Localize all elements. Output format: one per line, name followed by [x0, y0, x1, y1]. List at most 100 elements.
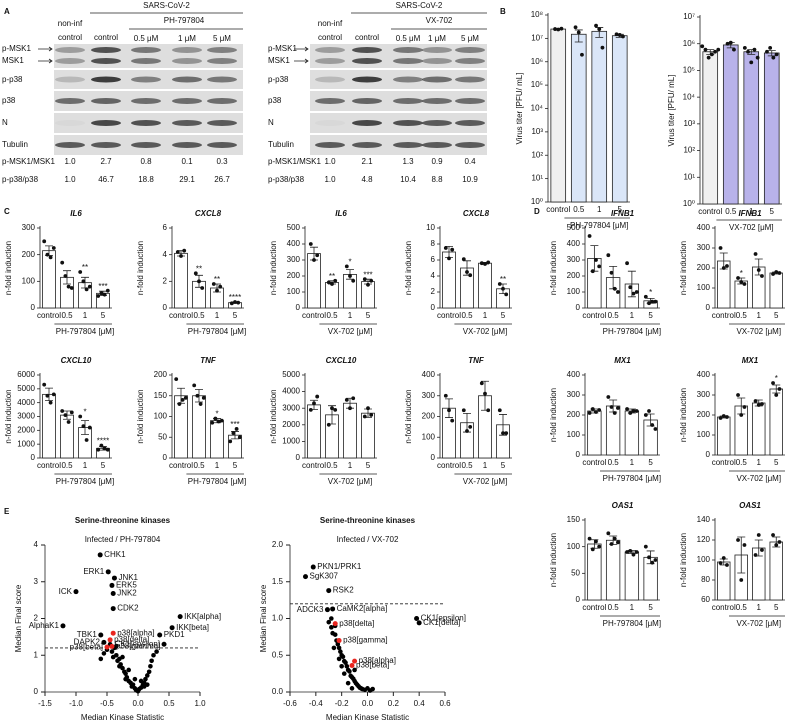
y-tick-label: 400: [697, 223, 711, 232]
data-point: [612, 411, 617, 415]
arrow: [294, 58, 309, 64]
data-point: [180, 398, 185, 402]
labeled-point: [97, 552, 103, 558]
panel-label: A: [4, 7, 10, 16]
bar: [763, 52, 780, 205]
x-axis-label: PH-797804 [μM]: [56, 477, 114, 486]
bar: [752, 402, 766, 456]
data-point: [348, 274, 352, 278]
x-tick-label: control: [169, 311, 193, 320]
panel-label: D: [534, 207, 540, 216]
row-label: p-MSK1: [268, 44, 297, 53]
significance: **: [214, 275, 220, 284]
x-tick-label: 1: [83, 311, 88, 320]
y-tick-label: 10²: [683, 146, 695, 155]
data-point: [340, 654, 346, 660]
control-label: control: [94, 33, 118, 42]
chart-title: Serine-threonine kinases: [320, 516, 416, 525]
x-tick-label: control: [712, 311, 736, 320]
data-point: [151, 652, 156, 658]
quant-value: 2.7: [100, 157, 112, 166]
data-point: [330, 406, 334, 411]
data-point: [126, 667, 131, 673]
x-tick-label: 0.6: [439, 699, 451, 708]
y-tick-label: 0.5: [272, 650, 284, 659]
data-point: [192, 383, 197, 388]
y-tick-label: 6: [431, 255, 436, 264]
data-point: [721, 556, 726, 560]
data-point: [450, 418, 455, 423]
panel-label: C: [4, 207, 10, 216]
data-point: [628, 411, 633, 415]
data-point: [725, 41, 730, 46]
data-point: [756, 533, 761, 537]
chart-title: TNF: [468, 356, 485, 365]
x-tick-label: 5: [770, 207, 775, 216]
dose-label: 1 μM: [428, 34, 446, 43]
labeled-point: [330, 606, 336, 612]
data-point: [479, 381, 484, 386]
y-tick-label: 3000: [282, 403, 300, 412]
blot-band: [315, 142, 345, 148]
data-point: [606, 253, 611, 258]
data-point: [501, 286, 505, 291]
y-tick-label: 200: [154, 370, 168, 379]
data-point: [706, 55, 711, 60]
data-point: [713, 49, 717, 54]
row-label: p38: [2, 96, 16, 105]
data-point: [366, 406, 370, 411]
data-point: [114, 643, 119, 649]
blot-band: [393, 142, 423, 148]
data-point: [87, 425, 92, 430]
y-tick-label: 4: [431, 271, 436, 280]
data-point: [497, 408, 502, 413]
data-point: [339, 663, 344, 669]
blot-band: [55, 58, 85, 64]
y-tick-label: 10⁵: [531, 80, 543, 89]
data-point: [148, 663, 153, 669]
data-point: [45, 252, 50, 257]
chart-title: OAS1: [739, 501, 761, 510]
blot-band: [91, 76, 121, 83]
data-point: [725, 264, 729, 268]
y-tick-label: 0: [431, 453, 436, 462]
bar: [307, 404, 321, 459]
chart-title: TNF: [200, 356, 217, 365]
x-tick-label: control: [37, 461, 61, 470]
dose-label: 5 μM: [213, 34, 231, 43]
data-point: [625, 407, 629, 411]
blot-band: [91, 98, 121, 104]
y-tick-label: 6000: [17, 370, 35, 379]
x-tick-label: 5: [648, 603, 653, 612]
y-tick-label: 10⁴: [531, 104, 544, 113]
blot-band: [422, 98, 452, 104]
bar: [478, 262, 492, 309]
labeled-point: [352, 658, 358, 664]
data-point: [631, 409, 636, 413]
data-point: [616, 406, 620, 410]
data-point: [732, 47, 736, 52]
data-point: [120, 665, 125, 671]
data-point: [643, 294, 648, 299]
x-axis-label: PH-797804 [μM]: [56, 327, 114, 336]
x-tick-label: 5: [648, 311, 653, 320]
x-tick-label: control: [546, 205, 570, 214]
x-tick-label: 5: [774, 603, 779, 612]
y-tick-label: 100: [567, 542, 581, 551]
data-point: [145, 682, 150, 687]
x-tick-label: -1.5: [38, 699, 52, 708]
data-point: [200, 286, 205, 290]
data-point: [594, 539, 598, 544]
labeled-point: [60, 623, 66, 629]
x-tick-label: 5: [101, 311, 106, 320]
y-tick-label: 300: [697, 390, 711, 399]
y-axis-label: n-fold induction: [679, 388, 688, 442]
labeled-point: [111, 575, 117, 581]
y-tick-label: 200: [697, 263, 711, 272]
data-point: [653, 558, 658, 562]
data-point: [753, 252, 758, 256]
y-axis-label: n-fold induction: [136, 389, 145, 443]
data-point: [573, 25, 578, 30]
bar: [624, 410, 640, 456]
quant-value: 29.1: [179, 175, 195, 184]
